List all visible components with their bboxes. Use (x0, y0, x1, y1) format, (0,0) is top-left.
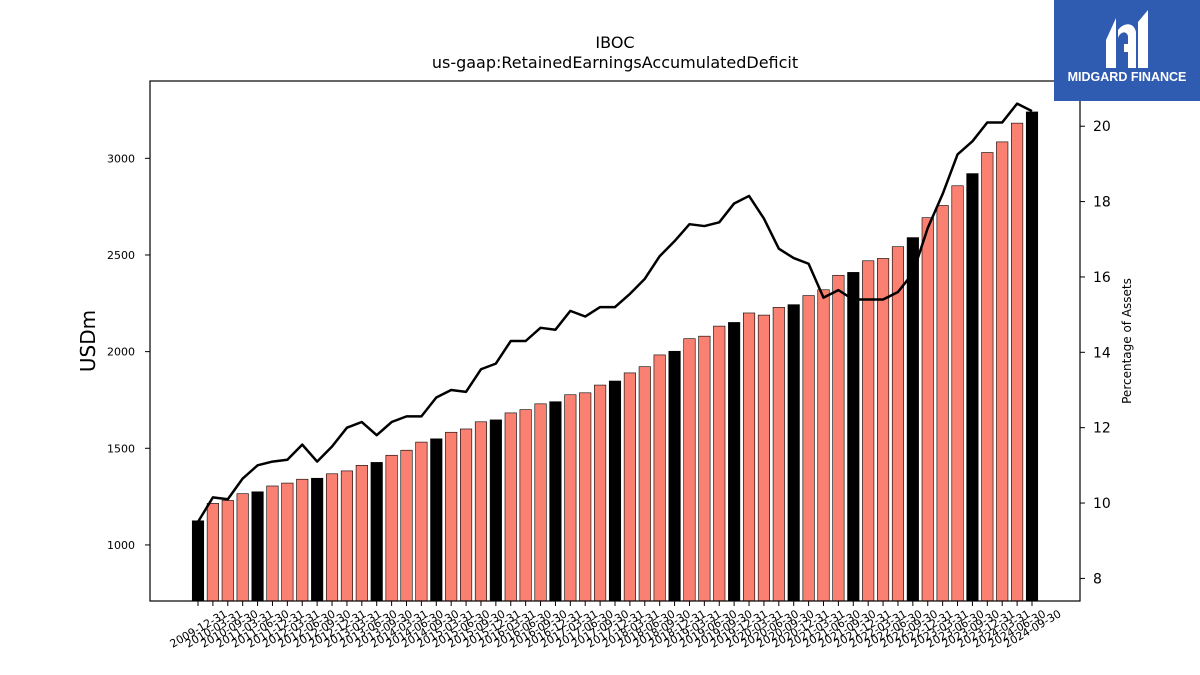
y-tick-label: 1000 (107, 539, 135, 552)
chart-title: IBOC (595, 33, 634, 52)
bar (906, 237, 919, 602)
bar (966, 173, 979, 602)
y2-tick-label: 18 (1093, 195, 1111, 211)
bar (549, 401, 562, 602)
bar (653, 354, 666, 602)
bar (1025, 111, 1039, 602)
bar (608, 380, 622, 602)
bar (847, 272, 860, 602)
y2-tick-label: 14 (1093, 345, 1111, 361)
bar (742, 312, 756, 602)
y-tick-label: 1500 (107, 442, 135, 455)
bar (579, 392, 592, 602)
y2-tick-label: 16 (1093, 270, 1111, 286)
bar (787, 304, 800, 602)
bar (877, 258, 890, 602)
chart-subtitle: us-gaap:RetainedEarningsAccumulatedDefic… (432, 53, 798, 72)
bar (385, 454, 398, 602)
bar (638, 366, 651, 602)
bar (772, 307, 785, 602)
bar (325, 473, 339, 602)
bar (1011, 122, 1024, 602)
bar (519, 409, 532, 602)
bar (281, 482, 294, 602)
bar (728, 322, 741, 602)
bars-group (191, 111, 1039, 602)
bar (817, 289, 830, 602)
bar (400, 449, 413, 602)
bar (713, 325, 726, 602)
y-tick-label: 2500 (107, 249, 135, 262)
percentage-line (196, 102, 1033, 523)
bar (191, 520, 205, 602)
bar (415, 441, 428, 602)
bar (355, 464, 368, 602)
bar (623, 372, 636, 602)
y2-tick-label: 12 (1093, 421, 1111, 437)
bar (430, 438, 443, 602)
bar (981, 152, 994, 602)
bar (504, 412, 517, 602)
bar (296, 478, 309, 602)
y2-tick-label: 20 (1093, 119, 1111, 135)
line-layer (196, 102, 1033, 523)
bar (698, 335, 711, 602)
y-axis-label: USDm (76, 310, 100, 372)
y-tick-label: 3000 (107, 152, 135, 165)
bar (460, 428, 473, 602)
bar (594, 384, 607, 602)
brand-logo: MIDGARD FINANCE (1054, 0, 1200, 101)
bar (266, 485, 279, 602)
bar (757, 314, 770, 602)
bar (489, 419, 502, 602)
bar (862, 260, 875, 602)
axes-group: 1000150020002500300081012141618202009-12… (107, 80, 1111, 651)
bar (221, 500, 234, 602)
bar (668, 350, 681, 602)
bar (832, 274, 845, 602)
bar (951, 185, 964, 602)
bar (236, 493, 249, 602)
bar (311, 477, 324, 602)
bar (891, 246, 905, 602)
bar (340, 470, 353, 602)
y2-axis-label: Percentage of Assets (1120, 278, 1134, 404)
y-tick-label: 2000 (107, 346, 135, 359)
brand-name: MIDGARD FINANCE (1068, 70, 1187, 84)
bar (936, 205, 949, 602)
bar (534, 403, 547, 602)
bar (683, 338, 696, 602)
midgard-logo-icon: MIDGARD FINANCE (1054, 0, 1200, 101)
bar (445, 431, 458, 602)
y2-tick-label: 10 (1093, 496, 1111, 512)
bar (474, 421, 488, 602)
bar (206, 503, 219, 602)
bar (251, 491, 264, 602)
bar (996, 141, 1009, 602)
y2-tick-label: 8 (1093, 571, 1102, 587)
bar (564, 394, 577, 602)
bar (921, 217, 934, 602)
bar (370, 462, 383, 602)
bar (802, 295, 815, 602)
